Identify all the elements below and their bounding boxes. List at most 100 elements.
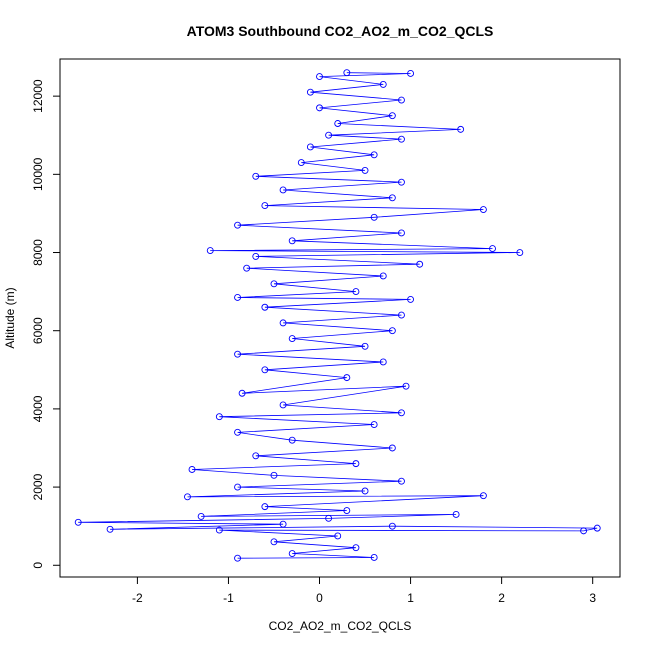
data-point xyxy=(388,194,396,202)
data-point xyxy=(261,366,269,374)
data-point xyxy=(479,492,487,500)
data-point xyxy=(279,520,287,528)
data-point xyxy=(370,421,378,428)
data-point xyxy=(261,503,269,511)
data-point xyxy=(206,247,214,255)
data-point xyxy=(388,522,396,530)
data-point xyxy=(361,342,369,350)
data-point xyxy=(106,525,114,533)
data-point xyxy=(352,288,360,296)
data-point xyxy=(398,96,405,104)
x-tick-label: 1 xyxy=(407,591,414,605)
data-point xyxy=(398,311,405,319)
data-point xyxy=(580,527,588,535)
series-line xyxy=(78,72,598,559)
data-point xyxy=(288,237,296,245)
data-point xyxy=(270,471,278,479)
data-point xyxy=(279,401,287,409)
data-point xyxy=(279,319,287,327)
y-tick-label: 8000 xyxy=(31,239,45,266)
data-point xyxy=(343,507,351,514)
data-point xyxy=(343,69,351,77)
y-tick-label: 4000 xyxy=(31,395,45,422)
data-point xyxy=(234,554,242,562)
data-point xyxy=(270,538,278,546)
data-point xyxy=(234,483,242,491)
data-point xyxy=(234,428,242,436)
data-point xyxy=(416,260,424,268)
data-point xyxy=(288,436,296,444)
data-point xyxy=(388,112,396,120)
data-point xyxy=(479,206,487,213)
data-point xyxy=(457,125,465,133)
data-point xyxy=(343,374,351,382)
data-point xyxy=(370,213,378,221)
chart-title: ATOM3 Southbound CO2_AO2_m_CO2_QCLS xyxy=(187,23,494,39)
y-tick-label: 12000 xyxy=(31,79,45,113)
data-point xyxy=(316,73,323,81)
data-point xyxy=(297,159,305,167)
data-point xyxy=(388,444,396,452)
data-point xyxy=(184,493,191,501)
data-point xyxy=(238,389,246,397)
data-point xyxy=(370,554,378,561)
data-point xyxy=(361,166,369,174)
data-point xyxy=(316,104,323,112)
plot-data-layer xyxy=(74,69,601,562)
y-tick-label: 6000 xyxy=(31,317,45,344)
data-point xyxy=(352,460,360,468)
data-point xyxy=(252,172,260,180)
data-point xyxy=(379,80,387,88)
data-point xyxy=(234,221,242,229)
x-tick-label: -2 xyxy=(132,591,143,605)
data-point xyxy=(215,413,223,421)
data-point xyxy=(306,88,314,96)
y-tick-label: 0 xyxy=(31,562,45,569)
data-point xyxy=(325,514,333,522)
data-point xyxy=(279,186,287,194)
data-point xyxy=(270,280,278,288)
data-point xyxy=(243,264,251,272)
data-point xyxy=(261,303,269,311)
x-tick-label: 0 xyxy=(316,591,323,605)
y-tick-label: 2000 xyxy=(31,473,45,500)
data-point xyxy=(252,452,260,460)
data-point xyxy=(402,382,410,390)
data-point xyxy=(188,466,196,473)
data-point xyxy=(215,526,223,534)
data-point xyxy=(334,532,342,540)
data-point xyxy=(306,143,314,151)
data-point xyxy=(261,202,269,210)
data-point xyxy=(370,151,378,159)
x-tick-label: 3 xyxy=(589,591,596,605)
data-point xyxy=(398,178,405,186)
data-point xyxy=(593,524,601,532)
plot-frame xyxy=(59,58,621,578)
y-tick-label: 10000 xyxy=(31,157,45,191)
x-axis-label: CO2_AO2_m_CO2_QCLS xyxy=(269,619,412,633)
data-point xyxy=(398,409,405,417)
data-point xyxy=(407,70,415,77)
data-point xyxy=(398,135,405,143)
data-point xyxy=(379,358,387,366)
data-point xyxy=(361,487,369,495)
x-tick-label: 2 xyxy=(498,591,505,605)
data-point xyxy=(252,252,260,260)
data-point xyxy=(234,294,242,301)
data-point xyxy=(352,544,360,552)
data-point xyxy=(74,518,82,526)
data-point xyxy=(407,295,415,303)
data-point xyxy=(325,131,333,139)
data-point xyxy=(398,477,405,485)
data-point xyxy=(288,335,296,342)
data-point xyxy=(334,120,342,127)
data-point xyxy=(398,229,405,237)
data-point xyxy=(516,249,524,256)
data-point xyxy=(288,550,296,557)
data-point xyxy=(452,510,460,518)
x-tick-label: -1 xyxy=(223,591,234,605)
data-point xyxy=(489,245,496,253)
